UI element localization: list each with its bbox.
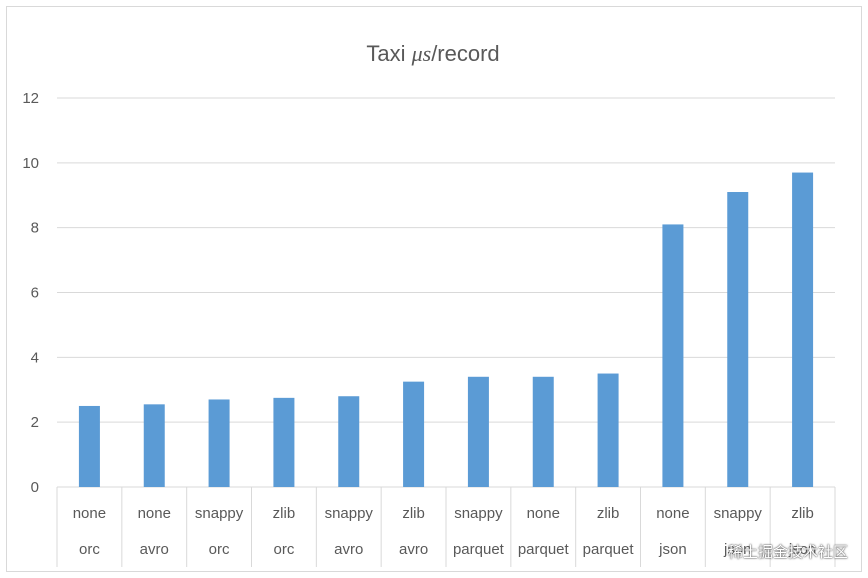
bar: [273, 397, 295, 487]
y-tick-label: 0: [31, 479, 39, 496]
y-axis-tick-labels: 0 2 4 6 8 10 12: [22, 90, 39, 496]
category-label-format: orc: [209, 541, 230, 558]
bar: [597, 373, 619, 487]
bar: [662, 224, 684, 488]
bar: [78, 405, 100, 487]
chart-svg: Taxi μs/record 0 2 4 6 8 10 12 none orc none avro…: [22, 41, 836, 567]
category-label-format: avro: [334, 541, 363, 558]
bar: [143, 404, 165, 487]
category-label-compression: snappy: [195, 505, 244, 522]
category-label-compression: none: [656, 505, 689, 522]
category-label-format: avro: [399, 541, 428, 558]
category-label-compression: none: [138, 505, 171, 522]
y-tick-label: 12: [22, 90, 39, 107]
category-label-compression: snappy: [454, 505, 503, 522]
category-label-compression: zlib: [402, 505, 425, 522]
category-label-format: json: [723, 541, 752, 558]
y-tick-label: 10: [22, 155, 39, 172]
bar: [338, 396, 360, 487]
chart-frame: Taxi μs/record 0 2 4 6 8 10 12 none orc none avro…: [6, 6, 862, 572]
category-label-format: json: [788, 541, 817, 558]
category-label-compression: none: [73, 505, 106, 522]
category-label-compression: snappy: [714, 505, 763, 522]
chart-title-suffix: /record: [431, 41, 499, 66]
bar: [727, 192, 749, 487]
bar: [792, 172, 814, 487]
category-label-format: parquet: [453, 541, 505, 558]
bars: [78, 172, 814, 488]
y-tick-label: 6: [31, 285, 39, 302]
y-tick-label: 4: [31, 349, 39, 366]
category-label-compression: zlib: [597, 505, 620, 522]
category-label-format: parquet: [583, 541, 635, 558]
bar: [532, 376, 554, 487]
chart-title: Taxi μs/record: [366, 41, 499, 66]
y-tick-label: 8: [31, 220, 39, 237]
category-label-compression: zlib: [791, 505, 814, 522]
category-label-compression: none: [527, 505, 560, 522]
bar: [403, 381, 425, 487]
bar: [208, 399, 230, 487]
category-label-format: json: [658, 541, 687, 558]
category-label-format: avro: [140, 541, 169, 558]
category-table: none orc none avro snappy orc zlib orc snappy avr…: [56, 487, 836, 567]
category-label-format: orc: [79, 541, 100, 558]
category-label-compression: snappy: [325, 505, 374, 522]
chart-title-unit: μs: [411, 41, 432, 66]
y-tick-label: 2: [31, 414, 39, 431]
category-label-compression: zlib: [273, 505, 296, 522]
chart-title-prefix: Taxi: [366, 41, 411, 66]
category-label-format: parquet: [518, 541, 570, 558]
bar: [467, 376, 489, 487]
watermark: 稀土掘金技术社区: [727, 543, 848, 561]
category-label-format: orc: [273, 541, 294, 558]
gridlines: [57, 97, 835, 488]
